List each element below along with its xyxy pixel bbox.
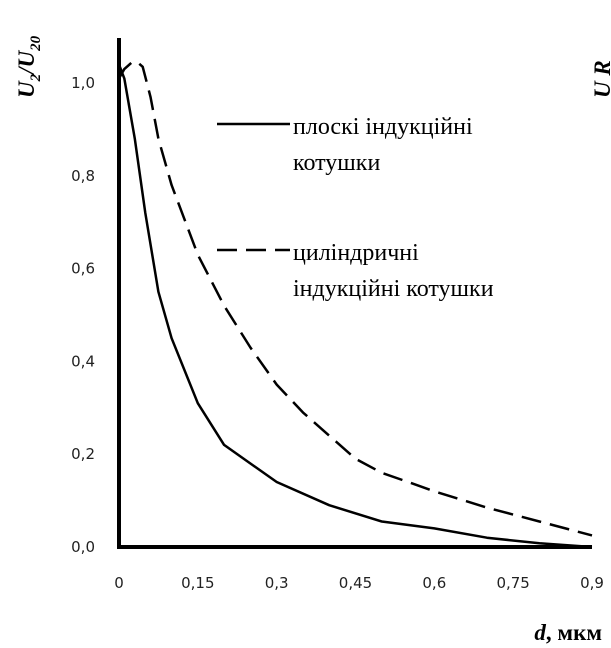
x-tick-label: 0,15 bbox=[181, 574, 214, 592]
x-tick-label: 0,3 bbox=[265, 574, 289, 592]
y-tick-label: 0,4 bbox=[71, 352, 95, 370]
series-line-1 bbox=[117, 60, 593, 537]
legend-label-1-line-1: індукційні котушки bbox=[293, 276, 494, 302]
y-tick-label: 0,0 bbox=[71, 538, 95, 556]
x-tick-label: 0 bbox=[114, 574, 124, 592]
legend-label-1-line-0: циліндричні bbox=[293, 240, 419, 266]
y-tick-labels: 0,0 0,2 0,4 0,6 0,8 1,0 bbox=[71, 74, 95, 556]
y-tick-label: 1,0 bbox=[71, 74, 95, 92]
x-tick-label: 0,75 bbox=[496, 574, 529, 592]
x-tick-label: 0,6 bbox=[422, 574, 446, 592]
y-tick-label: 0,2 bbox=[71, 445, 95, 463]
y-axis-title: U2/U20 bbox=[14, 35, 44, 98]
x-axis-title: d, мкм bbox=[534, 620, 602, 645]
x-tick-labels: 0 0,15 0,3 0,45 0,6 0,75 0,9 bbox=[114, 574, 604, 592]
legend-label-0-line-0: плоскі індукційні bbox=[293, 114, 473, 140]
legend-label-0-line-1: котушки bbox=[293, 150, 380, 176]
series-line-0 bbox=[117, 63, 593, 549]
y-tick-label: 0,8 bbox=[71, 167, 95, 185]
y-tick-label: 0,6 bbox=[71, 260, 95, 278]
cut-off-label: U R bbox=[590, 60, 611, 98]
series-layer bbox=[117, 60, 593, 549]
x-tick-label: 0,9 bbox=[580, 574, 604, 592]
x-tick-label: 0,45 bbox=[339, 574, 372, 592]
legend: плоскі індукційні котушки циліндричні індук… bbox=[217, 114, 494, 302]
